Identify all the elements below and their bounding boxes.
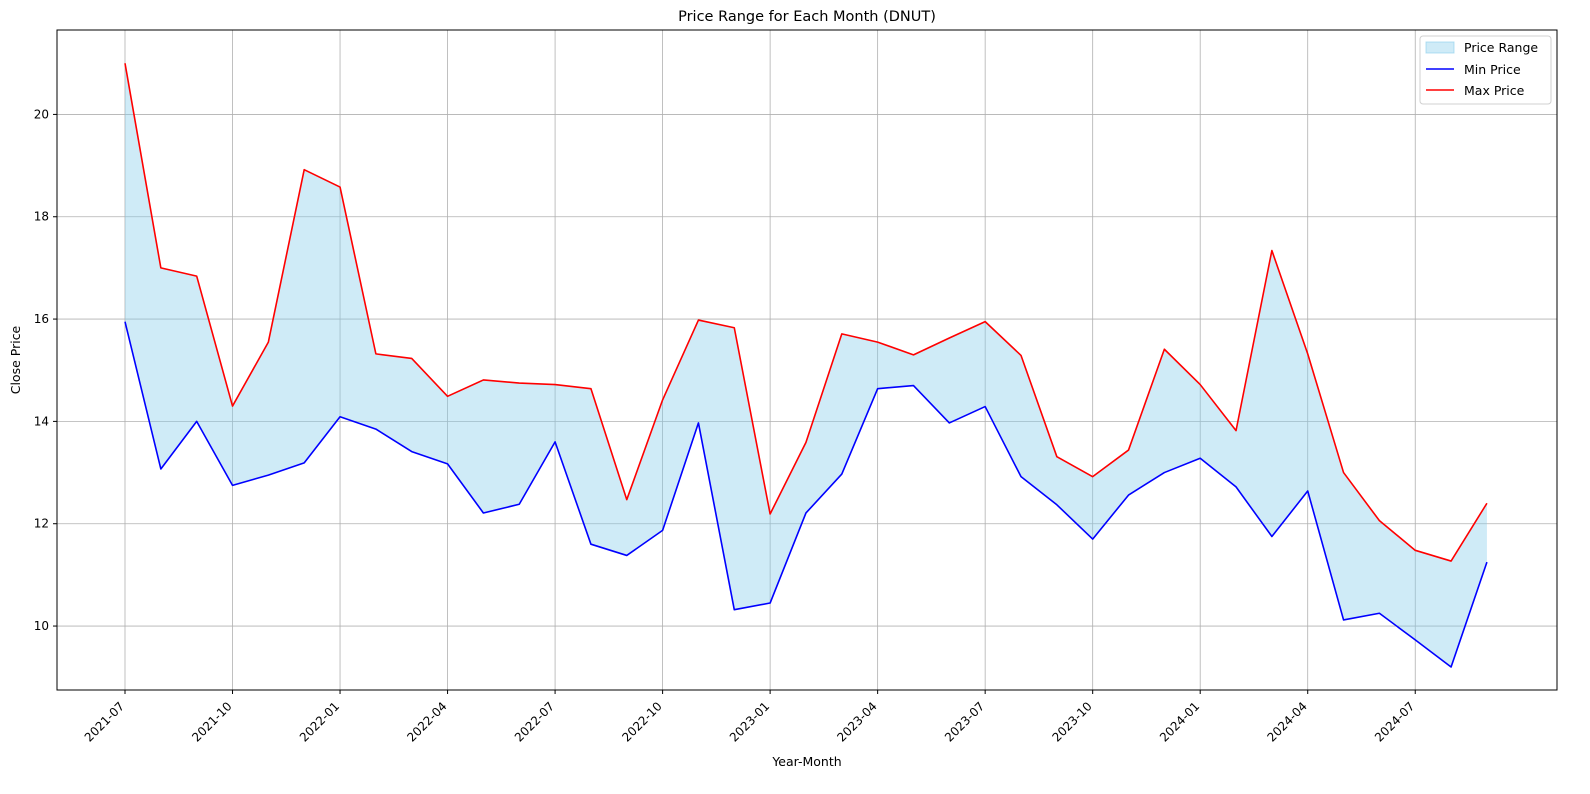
x-tick-label: 2024-07: [1372, 699, 1417, 744]
price-range-area-layer: [125, 63, 1487, 667]
x-tick-label: 2022-10: [619, 699, 664, 744]
x-tick-label: 2022-07: [512, 699, 557, 744]
y-tick-label: 14: [34, 414, 49, 428]
x-tick-label: 2023-10: [1049, 699, 1094, 744]
y-tick-label: 10: [34, 619, 49, 633]
x-tick-label: 2022-04: [404, 699, 449, 744]
y-tick-label: 20: [34, 107, 49, 121]
x-tick-label: 2022-01: [297, 699, 342, 744]
max-price-line: [124, 63, 1488, 562]
x-tick-label: 2021-07: [82, 699, 127, 744]
series-lines-layer: [124, 63, 1488, 668]
grid-lines: [57, 30, 1557, 690]
x-tick-label: 2021-10: [189, 699, 234, 744]
min-price-line: [124, 321, 1488, 668]
y-axis-ticks: 10 12 14 16 18 20: [34, 107, 57, 633]
plot-frame: [56, 29, 1558, 691]
y-tick-label: 18: [34, 210, 49, 224]
x-tick-label: 2023-04: [834, 699, 879, 744]
x-tick-label: 2023-01: [727, 699, 772, 744]
legend: Price Range Min Price Max Price: [1419, 35, 1552, 105]
legend-label-price-range: Price Range: [1464, 40, 1538, 55]
x-axis-ticks: 2021-07 2021-10 2022-01 2022-04 2022-07 2022-…: [82, 690, 1417, 745]
price-range-area: [125, 63, 1487, 667]
x-tick-label: 2024-01: [1157, 699, 1202, 744]
y-axis-label: Close Price: [8, 325, 23, 394]
x-tick-label: 2024-04: [1264, 699, 1309, 744]
chart-title: Price Range for Each Month (DNUT): [678, 9, 936, 25]
x-axis-label: Year-Month: [771, 754, 841, 769]
y-tick-label: 12: [34, 517, 49, 531]
y-tick-label: 16: [34, 312, 49, 326]
x-tick-label: 2023-07: [942, 699, 987, 744]
legend-label-min-price: Min Price: [1464, 62, 1521, 77]
legend-swatch-price-range: [1425, 41, 1455, 54]
legend-label-max-price: Max Price: [1464, 83, 1525, 98]
